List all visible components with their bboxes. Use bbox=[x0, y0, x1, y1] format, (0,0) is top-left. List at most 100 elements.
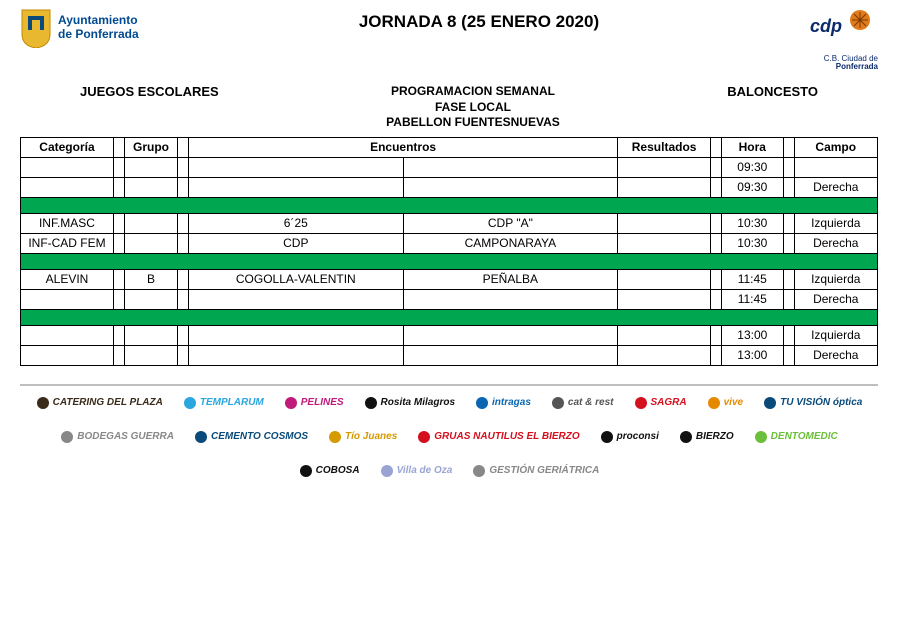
col-gap bbox=[711, 137, 722, 157]
sponsor-logo: BODEGAS GUERRA bbox=[56, 424, 178, 450]
cell-gap bbox=[711, 289, 722, 309]
col-resultados: Resultados bbox=[618, 137, 711, 157]
cell-hora: 13:00 bbox=[721, 345, 783, 365]
sponsor-name: BIERZO bbox=[696, 431, 734, 442]
col-hora: Hora bbox=[721, 137, 783, 157]
cell-hora: 11:45 bbox=[721, 289, 783, 309]
cdp-line2: Ponferrada bbox=[836, 62, 878, 71]
cell-categoria bbox=[21, 177, 114, 197]
cell-grupo: B bbox=[124, 269, 178, 289]
sponsor-logo: PELINES bbox=[280, 390, 348, 416]
cell-gap bbox=[711, 345, 722, 365]
sponsor-name: vive bbox=[724, 397, 743, 408]
cell-enc1 bbox=[189, 325, 404, 345]
sponsor-icon bbox=[364, 396, 378, 410]
svg-text:cdp: cdp bbox=[810, 16, 842, 36]
cell-gap bbox=[113, 269, 124, 289]
sponsor-logo: intragas bbox=[471, 390, 535, 416]
cell-gap bbox=[711, 269, 722, 289]
separator-row bbox=[21, 197, 878, 213]
cell-categoria bbox=[21, 325, 114, 345]
sponsor-icon bbox=[299, 464, 313, 478]
cell-res bbox=[618, 269, 711, 289]
right-label: BALONCESTO bbox=[727, 84, 818, 99]
cell-campo: Izquierda bbox=[794, 269, 878, 289]
sponsor-logo: vive bbox=[703, 390, 747, 416]
cell-categoria bbox=[21, 345, 114, 365]
cell-campo: Izquierda bbox=[794, 325, 878, 345]
subheader: JUEGOS ESCOLARES PROGRAMACION SEMANAL FA… bbox=[80, 84, 818, 131]
sponsor-logo: GRUAS NAUTILUS EL BIERZO bbox=[413, 424, 583, 450]
cell-enc2: CAMPONARAYA bbox=[403, 233, 618, 253]
cell-enc2 bbox=[403, 157, 618, 177]
cell-gap bbox=[178, 157, 189, 177]
table-row: ALEVINBCOGOLLA-VALENTINPEÑALBA11:45Izqui… bbox=[21, 269, 878, 289]
cell-gap bbox=[783, 269, 794, 289]
cell-gap bbox=[711, 233, 722, 253]
cell-hora: 10:30 bbox=[721, 233, 783, 253]
cell-grupo bbox=[124, 289, 178, 309]
cell-gap bbox=[178, 213, 189, 233]
sponsor-name: PELINES bbox=[301, 397, 344, 408]
basketball-club-icon: cdp bbox=[808, 8, 878, 50]
cell-categoria: ALEVIN bbox=[21, 269, 114, 289]
sponsor-icon bbox=[475, 396, 489, 410]
sponsor-icon bbox=[707, 396, 721, 410]
sponsor-icon bbox=[472, 464, 486, 478]
center-line1: PROGRAMACION SEMANAL bbox=[386, 84, 560, 100]
cell-gap bbox=[113, 213, 124, 233]
sponsor-logo: DENTOMEDIC bbox=[750, 424, 842, 450]
sponsor-logo: Tío Juanes bbox=[324, 424, 401, 450]
table-row bbox=[21, 197, 878, 213]
cell-gap bbox=[783, 289, 794, 309]
header: Ayuntamiento de Ponferrada JORNADA 8 (25… bbox=[20, 8, 878, 74]
cell-categoria bbox=[21, 289, 114, 309]
cell-hora: 13:00 bbox=[721, 325, 783, 345]
sponsor-icon bbox=[634, 396, 648, 410]
cell-campo: Derecha bbox=[794, 289, 878, 309]
table-row: INF-CAD FEMCDPCAMPONARAYA10:30Derecha bbox=[21, 233, 878, 253]
cell-enc2 bbox=[403, 177, 618, 197]
cell-enc2: PEÑALBA bbox=[403, 269, 618, 289]
table-header-row: Categoría Grupo Encuentros Resultados Ho… bbox=[21, 137, 878, 157]
cell-categoria bbox=[21, 157, 114, 177]
table-row: INF.MASC6´25CDP "A"10:30Izquierda bbox=[21, 213, 878, 233]
separator-row bbox=[21, 253, 878, 269]
cell-hora: 09:30 bbox=[721, 177, 783, 197]
sponsor-icon bbox=[328, 430, 342, 444]
sponsor-logo: Villa de Oza bbox=[376, 458, 457, 484]
cell-gap bbox=[783, 325, 794, 345]
cell-enc2 bbox=[403, 289, 618, 309]
sponsor-name: GESTIÓN GERIÁTRICA bbox=[489, 465, 599, 476]
cell-gap bbox=[178, 345, 189, 365]
table-row: 11:45 Derecha bbox=[21, 289, 878, 309]
cell-res bbox=[618, 345, 711, 365]
sponsor-name: CEMENTO COSMOS bbox=[211, 431, 308, 442]
cell-enc1: CDP bbox=[189, 233, 404, 253]
sponsor-name: Tío Juanes bbox=[345, 431, 397, 442]
cell-gap bbox=[113, 289, 124, 309]
cell-hora: 09:30 bbox=[721, 157, 783, 177]
sponsor-name: proconsi bbox=[617, 431, 659, 442]
table-row: 09:30 bbox=[21, 157, 878, 177]
sponsor-logo: CATERING DEL PLAZA bbox=[32, 390, 167, 416]
col-encuentros: Encuentros bbox=[189, 137, 618, 157]
cell-gap bbox=[711, 213, 722, 233]
sponsor-name: Villa de Oza bbox=[397, 465, 453, 476]
cell-campo: Izquierda bbox=[794, 213, 878, 233]
cell-hora: 10:30 bbox=[721, 213, 783, 233]
sponsor-name: Rosita Milagros bbox=[381, 397, 455, 408]
sponsor-icon bbox=[183, 396, 197, 410]
cell-res bbox=[618, 213, 711, 233]
cell-gap bbox=[783, 233, 794, 253]
cell-gap bbox=[783, 177, 794, 197]
shield-icon bbox=[20, 8, 52, 48]
sponsor-name: TEMPLARUM bbox=[200, 397, 264, 408]
sponsor-name: intragas bbox=[492, 397, 531, 408]
table-row: 13:00 Izquierda bbox=[21, 325, 878, 345]
table-row bbox=[21, 309, 878, 325]
sponsors-strip: CATERING DEL PLAZA TEMPLARUM PELINES Rosita… bbox=[20, 384, 878, 484]
sponsor-name: cat & rest bbox=[568, 397, 614, 408]
sponsor-name: GRUAS NAUTILUS EL BIERZO bbox=[434, 431, 579, 442]
ayto-line1: Ayuntamiento bbox=[58, 14, 139, 28]
